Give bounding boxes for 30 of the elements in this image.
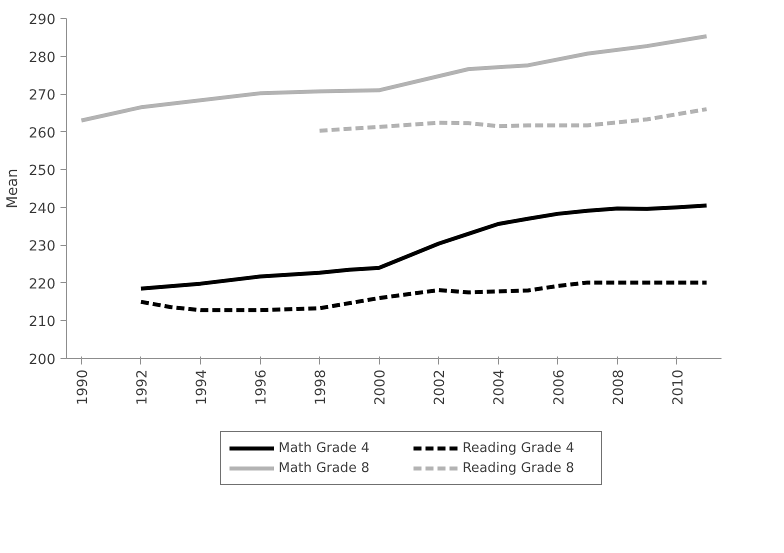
x-tick-label: 1994 [194,369,210,406]
y-tick-label: 220 [28,276,56,292]
x-tick-label: 1998 [313,369,330,406]
x-tick-label: 1990 [74,369,91,406]
legend-label: Reading Grade 4 [462,440,576,456]
y-tick-label: 230 [28,238,56,255]
y-tick-label: 250 [28,163,56,180]
x-tick-label: 1992 [134,369,150,406]
legend-label: Math Grade 8 [278,460,370,476]
y-tick-label: 260 [28,125,56,142]
y-tick-label: 240 [28,200,56,217]
y-tick-label: 200 [28,352,56,368]
x-tick-label: 2004 [492,369,508,406]
x-tick-label: 2002 [432,369,448,406]
y-tick-label: 280 [28,50,56,66]
x-tick-label: 2000 [372,369,389,406]
x-tick-label: 1996 [254,369,270,406]
legend-label: Math Grade 4 [278,440,370,456]
line-series [138,280,709,312]
line-series [318,107,709,133]
line-series [79,34,709,122]
x-tick-label: 2008 [610,369,627,406]
y-tick-label: 290 [28,12,56,28]
y-tick-label: 270 [28,88,56,104]
y-tick-label: 210 [28,314,56,330]
x-tick-label: 2006 [551,369,568,406]
x-tick-label: 2010 [670,369,686,406]
y-axis-title: Mean [4,168,21,208]
line-series [138,204,709,291]
legend-label: Reading Grade 8 [462,460,576,476]
